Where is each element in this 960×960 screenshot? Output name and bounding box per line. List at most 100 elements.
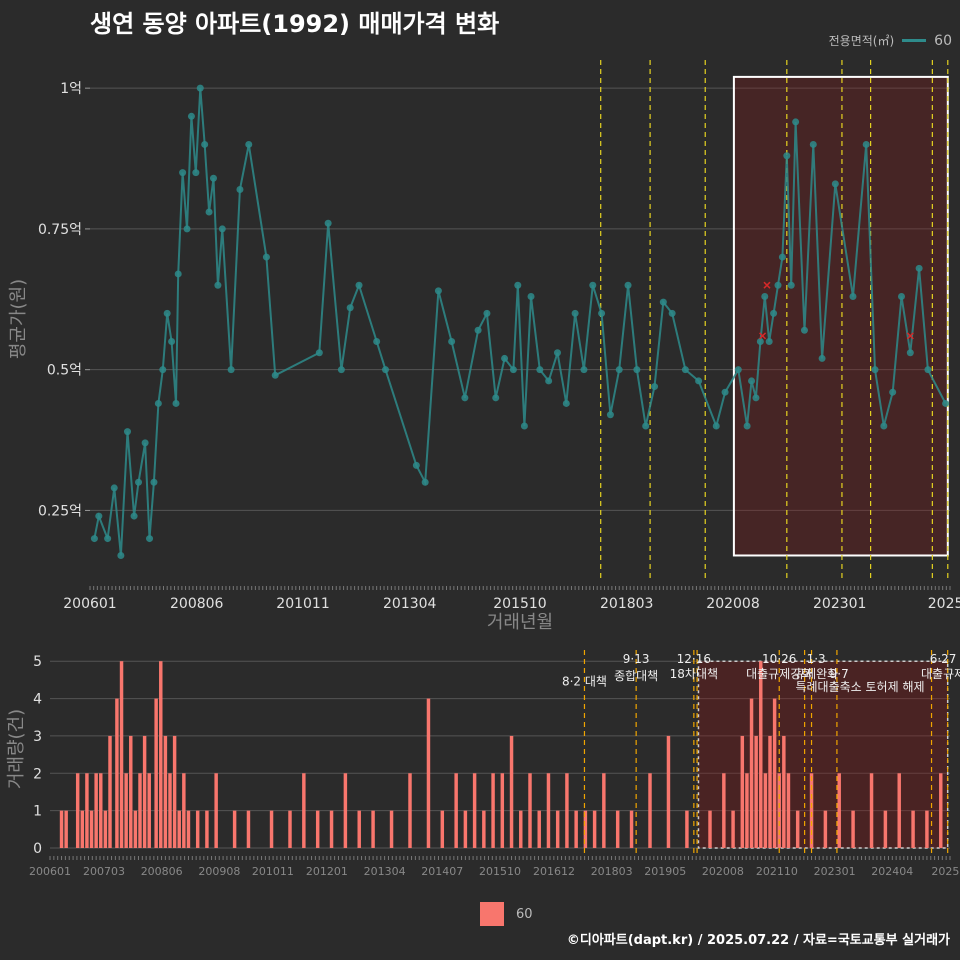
volume-bar (482, 810, 486, 848)
volume-bar (119, 661, 124, 848)
volume-bar (731, 810, 735, 848)
price-point (681, 366, 689, 374)
price-point (615, 366, 623, 374)
price-point (871, 366, 879, 374)
x-tick-label: 200601 (63, 596, 116, 612)
price-point (187, 112, 195, 120)
price-point (448, 338, 456, 346)
price-point (346, 304, 354, 312)
x-tick-label: 202008 (706, 596, 759, 612)
footer-credit: ©디아파트(dapt.kr) / 2025.07.22 / 자료=국토교통부 실… (566, 933, 950, 948)
price-point (492, 394, 500, 402)
price-point (130, 512, 138, 520)
y-tick-label: 0.25억 (38, 503, 82, 519)
bar-y-tick-label: 2 (33, 766, 42, 782)
cancelled-marker (763, 281, 771, 289)
price-point (154, 399, 162, 407)
volume-bar (246, 810, 251, 848)
price-point (501, 354, 509, 362)
volume-bar (869, 773, 874, 848)
price-point (598, 309, 606, 317)
volume-bar (205, 810, 209, 848)
volume-bar (89, 810, 94, 848)
volume-bar (103, 810, 108, 848)
price-point (196, 84, 204, 92)
price-point (146, 535, 154, 543)
price-point (668, 309, 676, 317)
legend-bar-swatch (480, 902, 504, 926)
volume-bar (754, 735, 758, 848)
price-point (95, 512, 103, 520)
legend-top: 전용면적(㎡) 60 (829, 32, 952, 49)
policy-annotation: 6·27 (930, 652, 957, 666)
volume-bar (232, 810, 237, 848)
price-point (545, 377, 553, 385)
price-point (245, 140, 253, 148)
price-point (163, 309, 171, 317)
volume-bar (537, 810, 541, 848)
bar-y-tick-label: 0 (33, 841, 42, 857)
price-point (748, 377, 756, 385)
volume-bar (168, 773, 172, 848)
bar-y-axis-title: 거래량(건) (6, 709, 27, 789)
price-point (792, 118, 800, 126)
y-tick-label: 0.75억 (38, 222, 82, 238)
volume-bar (749, 698, 754, 848)
volume-bar (94, 773, 98, 848)
bar-y-tick-label: 4 (33, 692, 42, 708)
y-axis-title: 평균가(원) (8, 279, 29, 359)
legend-line-swatch (902, 39, 927, 42)
volume-bar (565, 773, 569, 848)
price-point (787, 281, 795, 289)
price-point (536, 366, 544, 374)
volume-bar (80, 810, 85, 848)
price-point (110, 484, 118, 492)
chart-title: 생연 동양 아파트(1992) 매매가격 변화 (90, 10, 500, 38)
price-point (880, 422, 888, 430)
price-point (651, 383, 659, 391)
price-point (818, 354, 826, 362)
volume-bar (195, 810, 200, 848)
x-tick-label: 201304 (383, 596, 437, 612)
price-point (214, 281, 222, 289)
price-point (262, 253, 270, 261)
price-point (509, 366, 517, 374)
price-point (756, 338, 764, 346)
price-point (761, 292, 769, 300)
price-point (205, 208, 213, 216)
volume-bar (186, 810, 191, 848)
price-point (209, 174, 217, 182)
price-point (527, 292, 535, 300)
price-point (271, 371, 279, 379)
volume-bar (182, 773, 186, 848)
volume-bar (159, 661, 163, 848)
volume-bar (75, 773, 80, 848)
bar-x-tick-label: 202301 (814, 865, 856, 878)
volume-bar (745, 773, 749, 848)
volume-bar (163, 735, 168, 848)
volume-bar (939, 773, 943, 848)
price-point (778, 253, 786, 261)
volume-bar (269, 810, 274, 848)
price-point (381, 366, 389, 374)
y-tick-label: 0.5억 (47, 363, 82, 379)
volume-bar (602, 773, 606, 848)
volume-bar (772, 698, 777, 848)
volume-bar (115, 698, 119, 848)
price-point (324, 219, 332, 227)
volume-bar (509, 735, 514, 848)
price-point (942, 399, 950, 407)
price-point (315, 349, 323, 357)
price-point (897, 292, 905, 300)
price-point (553, 349, 561, 357)
price-point (633, 366, 641, 374)
policy-annotation: 종합대책 (614, 668, 658, 683)
volume-bar (172, 735, 177, 848)
bar-x-tick-label: 202404 (871, 865, 913, 878)
volume-bar (546, 773, 551, 848)
price-point (831, 180, 839, 188)
volume-bar (519, 810, 523, 848)
policy-annotation: 9·13 (623, 652, 650, 666)
volume-bar (302, 773, 306, 848)
cancel-stroke (906, 332, 914, 340)
